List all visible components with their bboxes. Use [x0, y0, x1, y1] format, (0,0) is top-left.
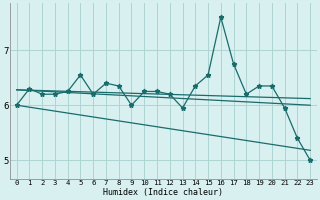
X-axis label: Humidex (Indice chaleur): Humidex (Indice chaleur) [103, 188, 223, 197]
